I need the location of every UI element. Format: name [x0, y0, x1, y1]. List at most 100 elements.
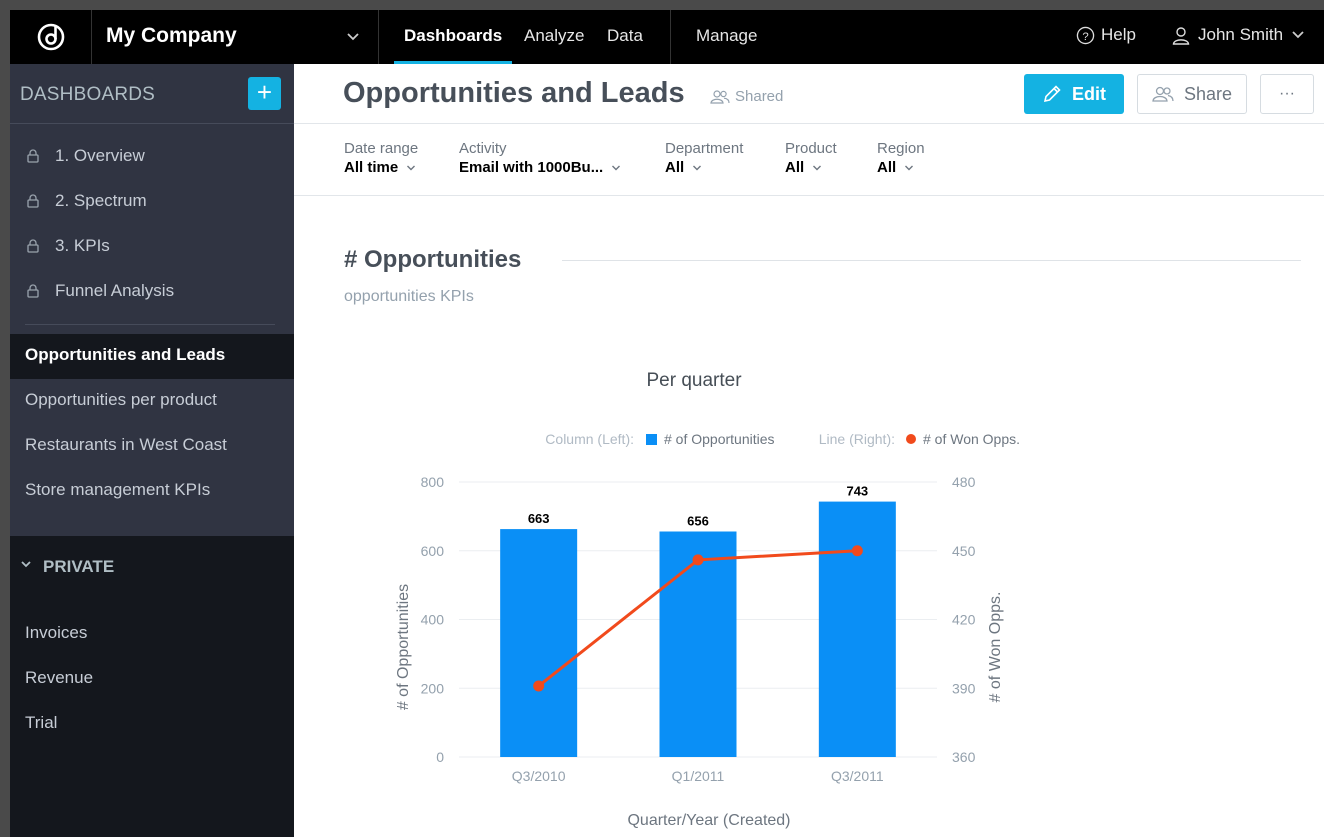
nav-manage[interactable]: Manage	[696, 26, 758, 45]
bar-value-label: 743	[846, 484, 868, 499]
line-series	[533, 545, 863, 692]
filter-label: Region	[877, 140, 925, 157]
chevron-down-icon	[905, 165, 914, 170]
filter-activity[interactable]: Activity Email with 1000Bu...	[459, 140, 621, 176]
user-menu[interactable]: John Smith	[1172, 25, 1305, 45]
more-options-button[interactable]: ···	[1260, 74, 1314, 114]
app-logo[interactable]	[10, 10, 92, 64]
column-data-labels: 663 656 743	[528, 484, 868, 529]
sidebar-item-label: Invoices	[25, 623, 88, 642]
nav-dashboards[interactable]: Dashboards	[404, 26, 503, 45]
y-tick-label: 800	[421, 474, 445, 490]
section-divider	[562, 260, 1301, 261]
sidebar-item-store-management-kpis[interactable]: Store management KPIs	[10, 469, 294, 514]
y-axis-right-ticks: 360 390 420 450 480	[952, 474, 976, 765]
sidebar-item-opportunities-per-product[interactable]: Opportunities per product	[10, 379, 294, 424]
sidebar-item-label: 3. KPIs	[55, 236, 110, 255]
bar[interactable]	[500, 529, 578, 757]
lock-icon	[27, 194, 39, 208]
filter-label: Department	[665, 140, 744, 157]
chart-title: Per quarter	[646, 370, 742, 391]
line-point[interactable]	[851, 545, 863, 557]
line-point[interactable]	[692, 554, 704, 566]
y-axis-right-title: # of Won Opps.	[987, 592, 1004, 703]
help-link[interactable]: ? Help	[1076, 25, 1136, 45]
nav-analyze[interactable]: Analyze	[524, 26, 585, 45]
legend-line-name: # of Won Opps.	[923, 431, 1020, 447]
sidebar-item-label: Restaurants in West Coast	[25, 435, 227, 454]
legend-line-swatch	[906, 434, 916, 444]
sidebar-item-spectrum[interactable]: 2. Spectrum	[10, 180, 294, 225]
add-dashboard-button[interactable]: +	[248, 77, 281, 110]
x-tick-label: Q1/2011	[672, 768, 725, 784]
lock-icon	[27, 239, 39, 253]
bar[interactable]	[659, 531, 737, 758]
lock-icon	[27, 284, 39, 298]
user-name: John Smith	[1198, 25, 1284, 44]
sidebar-shared-section: DASHBOARDS + 1. Overview 2. Spectrum 3. …	[10, 64, 294, 536]
nav-divider	[670, 10, 671, 64]
y2-tick-label: 390	[952, 680, 976, 696]
sidebar-item-label: 1. Overview	[55, 146, 145, 165]
sidebar-title: DASHBOARDS	[20, 84, 156, 105]
legend-right-prefix: Line (Right):	[819, 431, 895, 447]
y-tick-label: 200	[421, 680, 445, 696]
chevron-down-icon	[347, 33, 359, 41]
sidebar-item-label: Opportunities and Leads	[25, 345, 226, 364]
sidebar-item-trial[interactable]: Trial	[10, 702, 294, 747]
x-tick-label: Q3/2011	[831, 768, 884, 784]
sidebar-item-opportunities-and-leads[interactable]: Opportunities and Leads	[10, 334, 294, 379]
filter-date-range[interactable]: Date range All time	[344, 140, 418, 176]
bar[interactable]	[818, 501, 896, 757]
sidebar-item-restaurants-west-coast[interactable]: Restaurants in West Coast	[10, 424, 294, 469]
sidebar-item-invoices[interactable]: Invoices	[10, 612, 294, 657]
y-tick-label: 0	[436, 749, 444, 765]
filter-region[interactable]: Region All	[877, 140, 925, 176]
per-quarter-chart: Per quarter Column (Left): # of Opportun…	[395, 370, 1020, 829]
chart-legend: Column (Left): # of Opportunities Line (…	[545, 431, 1020, 447]
sidebar-item-label: Store management KPIs	[25, 480, 211, 499]
sidebar-item-revenue[interactable]: Revenue	[10, 657, 294, 702]
y2-tick-label: 450	[952, 543, 976, 559]
filter-department[interactable]: Department All	[665, 140, 743, 176]
y-axis-left-title: # of Opportunities	[395, 584, 412, 710]
legend-left-prefix: Column (Left):	[545, 431, 634, 447]
sidebar-item-funnel-analysis[interactable]: Funnel Analysis	[10, 270, 294, 315]
company-name: My Company	[106, 24, 237, 47]
chevron-down-icon	[407, 165, 416, 170]
share-label: Share	[1183, 83, 1233, 104]
y-tick-label: 400	[421, 612, 445, 628]
sidebar-private-toggle[interactable]: PRIVATE	[10, 536, 294, 596]
sidebar-item-label: Trial	[25, 713, 58, 732]
users-icon	[710, 89, 730, 104]
sidebar-header: DASHBOARDS +	[10, 64, 294, 124]
help-label: Help	[1101, 25, 1136, 44]
filter-product[interactable]: Product All	[785, 140, 837, 176]
bar-value-label: 663	[528, 511, 550, 526]
line-point[interactable]	[533, 680, 545, 692]
share-button[interactable]: Share	[1137, 74, 1247, 114]
filter-value: All	[877, 159, 897, 176]
filter-value: All	[665, 159, 685, 176]
filter-value: All time	[344, 159, 399, 176]
pencil-icon	[1043, 85, 1061, 103]
users-icon	[1152, 86, 1174, 102]
legend-column-name: # of Opportunities	[664, 431, 775, 447]
shared-badge: Shared	[710, 88, 783, 105]
dashboard-header: Opportunities and Leads Shared Edit Shar…	[294, 64, 1324, 124]
lock-icon	[27, 149, 39, 163]
chevron-down-icon	[693, 165, 702, 170]
bar-value-label: 656	[687, 514, 709, 529]
sidebar-item-kpis[interactable]: 3. KPIs	[10, 225, 294, 270]
sidebar-item-overview[interactable]: 1. Overview	[10, 135, 294, 180]
sidebar-item-label: Revenue	[25, 668, 94, 687]
company-switcher[interactable]: My Company	[92, 10, 379, 64]
filter-label: Product	[785, 140, 837, 157]
column-series	[500, 501, 896, 758]
filter-value: Email with 1000Bu...	[459, 159, 604, 176]
nav-data[interactable]: Data	[607, 26, 643, 45]
edit-button[interactable]: Edit	[1024, 74, 1124, 114]
y-tick-label: 600	[421, 543, 445, 559]
legend-column-swatch	[646, 434, 657, 445]
help-icon: ?	[1076, 26, 1095, 44]
